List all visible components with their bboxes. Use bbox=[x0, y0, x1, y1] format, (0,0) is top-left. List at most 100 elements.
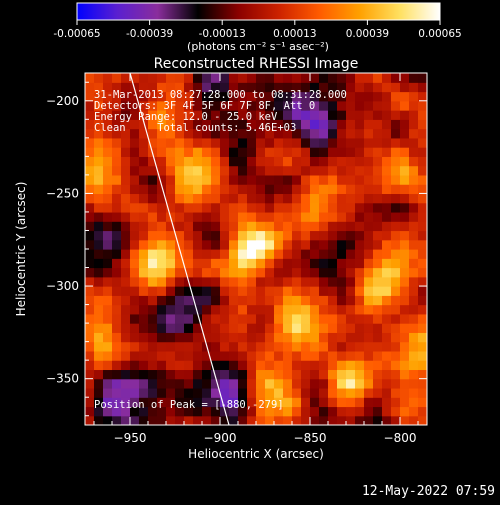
heatmap-cell bbox=[103, 174, 113, 185]
heatmap-cell bbox=[373, 156, 383, 167]
heatmap-cell bbox=[274, 128, 284, 139]
heatmap-cell bbox=[328, 110, 338, 120]
heatmap-cell bbox=[175, 341, 185, 352]
heatmap-cell bbox=[247, 73, 257, 83]
heatmap-cell bbox=[175, 415, 185, 425]
heatmap-cell bbox=[157, 156, 167, 167]
heatmap-cell bbox=[355, 100, 365, 111]
heatmap-cell bbox=[220, 174, 230, 185]
heatmap-cell bbox=[382, 119, 392, 130]
heatmap-cell bbox=[409, 378, 419, 389]
heatmap-cell bbox=[310, 174, 320, 185]
heatmap-cell bbox=[112, 239, 122, 250]
heatmap-cell bbox=[409, 369, 419, 380]
heatmap-cell bbox=[103, 313, 113, 324]
heatmap-cell bbox=[220, 313, 230, 324]
heatmap-cell bbox=[355, 258, 365, 269]
heatmap-cell bbox=[391, 147, 401, 157]
heatmap-cell bbox=[130, 239, 140, 250]
heatmap-cell bbox=[373, 184, 383, 195]
heatmap-cell bbox=[139, 137, 149, 148]
heatmap-cell bbox=[337, 360, 347, 371]
heatmap-cell bbox=[418, 350, 427, 361]
heatmap-cell bbox=[193, 378, 203, 389]
heatmap-cell bbox=[238, 276, 248, 287]
heatmap-cell bbox=[310, 360, 320, 371]
heatmap-cell bbox=[139, 378, 149, 389]
heatmap-cell bbox=[400, 249, 410, 259]
heatmap-cell bbox=[418, 110, 427, 120]
heatmap-cell bbox=[400, 165, 410, 176]
heatmap-cell bbox=[292, 397, 302, 408]
heatmap-cell bbox=[310, 313, 320, 324]
heatmap-cell bbox=[364, 415, 374, 425]
heatmap-cell bbox=[94, 360, 104, 371]
heatmap-cell bbox=[184, 174, 194, 185]
heatmap-cell bbox=[229, 137, 239, 148]
heatmap-cell bbox=[382, 239, 392, 250]
x-tick-label: −850 bbox=[294, 431, 327, 445]
heatmap-cell bbox=[166, 110, 176, 120]
heatmap-cell bbox=[85, 350, 95, 361]
heatmap-cell bbox=[148, 156, 158, 167]
heatmap-cell bbox=[301, 369, 311, 380]
heatmap-cell bbox=[130, 406, 140, 417]
heatmap-cell bbox=[337, 73, 347, 83]
heatmap-cell bbox=[346, 137, 356, 148]
heatmap-cell bbox=[103, 156, 113, 167]
heatmap-cell bbox=[418, 249, 427, 259]
heatmap-cell bbox=[355, 82, 365, 93]
heatmap-cell bbox=[166, 397, 176, 408]
heatmap-cell bbox=[391, 137, 401, 148]
heatmap-cell bbox=[148, 397, 158, 408]
heatmap-cell bbox=[418, 406, 427, 417]
heatmap-cell bbox=[112, 313, 122, 324]
heatmap-cell bbox=[193, 258, 203, 269]
heatmap-cell bbox=[94, 239, 104, 250]
heatmap-cell bbox=[238, 211, 248, 222]
y-axis: −200 −250 −300 −350 bbox=[46, 81, 427, 417]
heatmap-cell bbox=[319, 378, 329, 389]
heatmap-cell bbox=[211, 378, 221, 389]
heatmap-cell bbox=[157, 128, 167, 139]
heatmap-cell bbox=[229, 100, 239, 111]
heatmap-cell bbox=[274, 147, 284, 157]
heatmap-cell bbox=[346, 174, 356, 185]
heatmap-cell bbox=[175, 100, 185, 111]
heatmap-cell bbox=[247, 239, 257, 250]
heatmap-cell bbox=[94, 73, 104, 83]
heatmap-cell bbox=[94, 137, 104, 148]
heatmap-cell bbox=[310, 73, 320, 83]
heatmap-cell bbox=[220, 91, 230, 102]
heatmap-cell bbox=[112, 295, 122, 306]
heatmap-cell bbox=[400, 156, 410, 167]
heatmap-cell bbox=[283, 267, 293, 278]
heatmap-cell bbox=[139, 295, 149, 306]
heatmap-cell bbox=[319, 313, 329, 324]
heatmap-cell bbox=[409, 258, 419, 269]
heatmap-cell bbox=[400, 100, 410, 111]
heatmap-cell bbox=[382, 360, 392, 371]
heatmap-cell bbox=[238, 100, 248, 111]
heatmap-cell bbox=[301, 221, 311, 232]
heatmap-cell bbox=[418, 230, 427, 241]
heatmap-cell bbox=[418, 147, 427, 157]
heatmap-cell bbox=[112, 249, 122, 259]
heatmap-cell bbox=[229, 258, 239, 269]
heatmap-cell bbox=[319, 91, 329, 102]
heatmap-cell bbox=[355, 119, 365, 130]
heatmap-cell bbox=[121, 193, 131, 204]
heatmap-cell bbox=[391, 193, 401, 204]
heatmap-cell bbox=[184, 165, 194, 176]
heatmap-cell bbox=[184, 73, 194, 83]
heatmap-cell bbox=[220, 258, 230, 269]
heatmap-cell bbox=[121, 174, 131, 185]
heatmap-cell bbox=[418, 295, 427, 306]
x-axis-label: Heliocentric X (arcsec) bbox=[188, 447, 324, 461]
heatmap-cell bbox=[247, 184, 257, 195]
heatmap-cell bbox=[112, 202, 122, 213]
heatmap-cell bbox=[193, 397, 203, 408]
heatmap-cell bbox=[328, 332, 338, 343]
heatmap-cell bbox=[220, 415, 230, 425]
